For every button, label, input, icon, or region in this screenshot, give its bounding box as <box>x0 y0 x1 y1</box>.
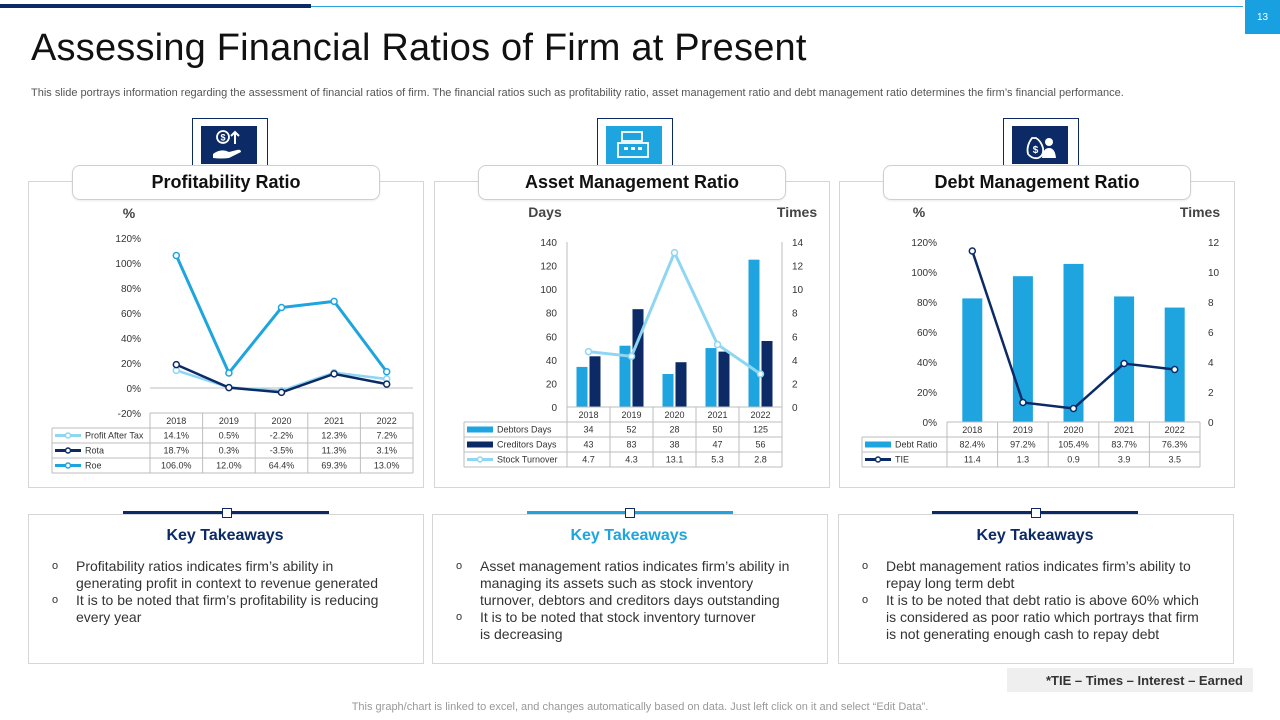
takeaway-line: generating profit in context to revenue … <box>76 575 412 592</box>
y-tick-label: 120% <box>911 238 937 249</box>
bar-debt-ratio <box>1064 264 1084 422</box>
takeaway-line: It is to be noted that debt ratio is abo… <box>886 592 1222 609</box>
bar-debt-ratio <box>1165 308 1185 422</box>
data-point <box>1020 400 1026 406</box>
takeaway-line: Debt management ratios indicates firm’s … <box>886 558 1222 575</box>
y-tick-label: 40% <box>917 358 937 369</box>
takeaways-title-1: Key Takeaways <box>28 527 422 545</box>
x-tick-label: 2021 <box>1114 425 1134 435</box>
data-point <box>1071 406 1077 412</box>
y-tick-label: 80% <box>917 298 937 309</box>
takeaway-line: is considered as poor ratio which portra… <box>886 609 1222 626</box>
takeaway-line: Asset management ratios indicates firm’s… <box>480 558 816 575</box>
bullet-marker: o <box>862 592 868 609</box>
takeaway-line: repay long term debt <box>886 575 1222 592</box>
table-value: 3.9 <box>1118 455 1131 465</box>
takeaway-item: o It is to be noted that firm’s profitabi… <box>52 592 412 626</box>
takeaway-item: o Debt management ratios indicates firm’s… <box>862 558 1222 592</box>
y2-tick-label: 6 <box>1208 328 1214 339</box>
data-point <box>1172 367 1178 373</box>
y-tick-label: 0% <box>923 418 938 429</box>
x-tick-label: 2019 <box>1013 425 1033 435</box>
takeaway-line: is decreasing <box>480 626 816 643</box>
y2-tick-label: 0 <box>1208 418 1214 429</box>
takeaways-list-1: o Profitability ratios indicates firm’s a… <box>52 558 412 626</box>
y2-tick-label: 10 <box>1208 268 1220 279</box>
data-point <box>969 248 975 254</box>
bar-debt-ratio <box>1114 296 1134 422</box>
takeaways-marker-1 <box>222 508 232 518</box>
legend-label: TIE <box>895 455 909 465</box>
takeaways-title-2: Key Takeaways <box>432 527 826 545</box>
table-value: 1.3 <box>1017 455 1030 465</box>
y2-tick-label: 4 <box>1208 358 1214 369</box>
tie-definition-note: *TIE – Times – Interest – Earned <box>1007 668 1253 692</box>
table-value: 82.4% <box>960 440 986 450</box>
table-value: 11.4 <box>964 455 981 465</box>
y-tick-label: 60% <box>917 328 937 339</box>
takeaway-item: o It is to be noted that stock inventory … <box>456 609 816 643</box>
takeaways-title-3: Key Takeaways <box>838 527 1232 545</box>
bullet-marker: o <box>52 558 58 575</box>
takeaway-item: o It is to be noted that debt ratio is ab… <box>862 592 1222 643</box>
takeaway-line: turnover, debtors and creditors days out… <box>480 592 816 609</box>
y2-axis-title: Times <box>1180 204 1220 220</box>
y-tick-label: 20% <box>917 388 937 399</box>
y-axis-title: % <box>913 204 926 220</box>
takeaway-line: It is to be noted that firm’s profitabil… <box>76 592 412 609</box>
takeaways-list-2: o Asset management ratios indicates firm’… <box>456 558 816 643</box>
table-value: 76.3% <box>1162 440 1188 450</box>
takeaway-line: It is to be noted that stock inventory t… <box>480 609 816 626</box>
legend-marker <box>876 457 881 462</box>
y2-tick-label: 8 <box>1208 298 1214 309</box>
table-value: 97.2% <box>1010 440 1036 450</box>
table-value: 105.4% <box>1058 440 1089 450</box>
takeaway-item: o Profitability ratios indicates firm’s a… <box>52 558 412 592</box>
table-value: 0.9 <box>1067 455 1080 465</box>
bullet-marker: o <box>52 592 58 609</box>
x-tick-label: 2018 <box>962 425 982 435</box>
bar-debt-ratio <box>962 298 982 422</box>
y2-tick-label: 12 <box>1208 238 1220 249</box>
table-value: 3.5 <box>1168 455 1181 465</box>
takeaways-marker-2 <box>625 508 635 518</box>
takeaways-list-3: o Debt management ratios indicates firm’s… <box>862 558 1222 643</box>
y-tick-label: 100% <box>911 268 937 279</box>
x-tick-label: 2022 <box>1165 425 1185 435</box>
takeaway-item: o Asset management ratios indicates firm’… <box>456 558 816 609</box>
bullet-marker: o <box>456 558 462 575</box>
legend-label: Debt Ratio <box>895 440 938 450</box>
footer-note: This graph/chart is linked to excel, and… <box>0 701 1280 713</box>
y2-tick-label: 2 <box>1208 388 1214 399</box>
table-value: 83.7% <box>1111 440 1137 450</box>
takeaway-line: Profitability ratios indicates firm’s ab… <box>76 558 412 575</box>
takeaway-line: managing its assets such as stock invent… <box>480 575 816 592</box>
x-tick-label: 2020 <box>1063 425 1083 435</box>
legend-swatch <box>865 442 891 448</box>
bullet-marker: o <box>862 558 868 575</box>
takeaway-line: every year <box>76 609 412 626</box>
data-point <box>1121 361 1127 367</box>
takeaway-line: is not generating enough cash to repay d… <box>886 626 1222 643</box>
bullet-marker: o <box>456 609 462 626</box>
takeaways-marker-3 <box>1031 508 1041 518</box>
